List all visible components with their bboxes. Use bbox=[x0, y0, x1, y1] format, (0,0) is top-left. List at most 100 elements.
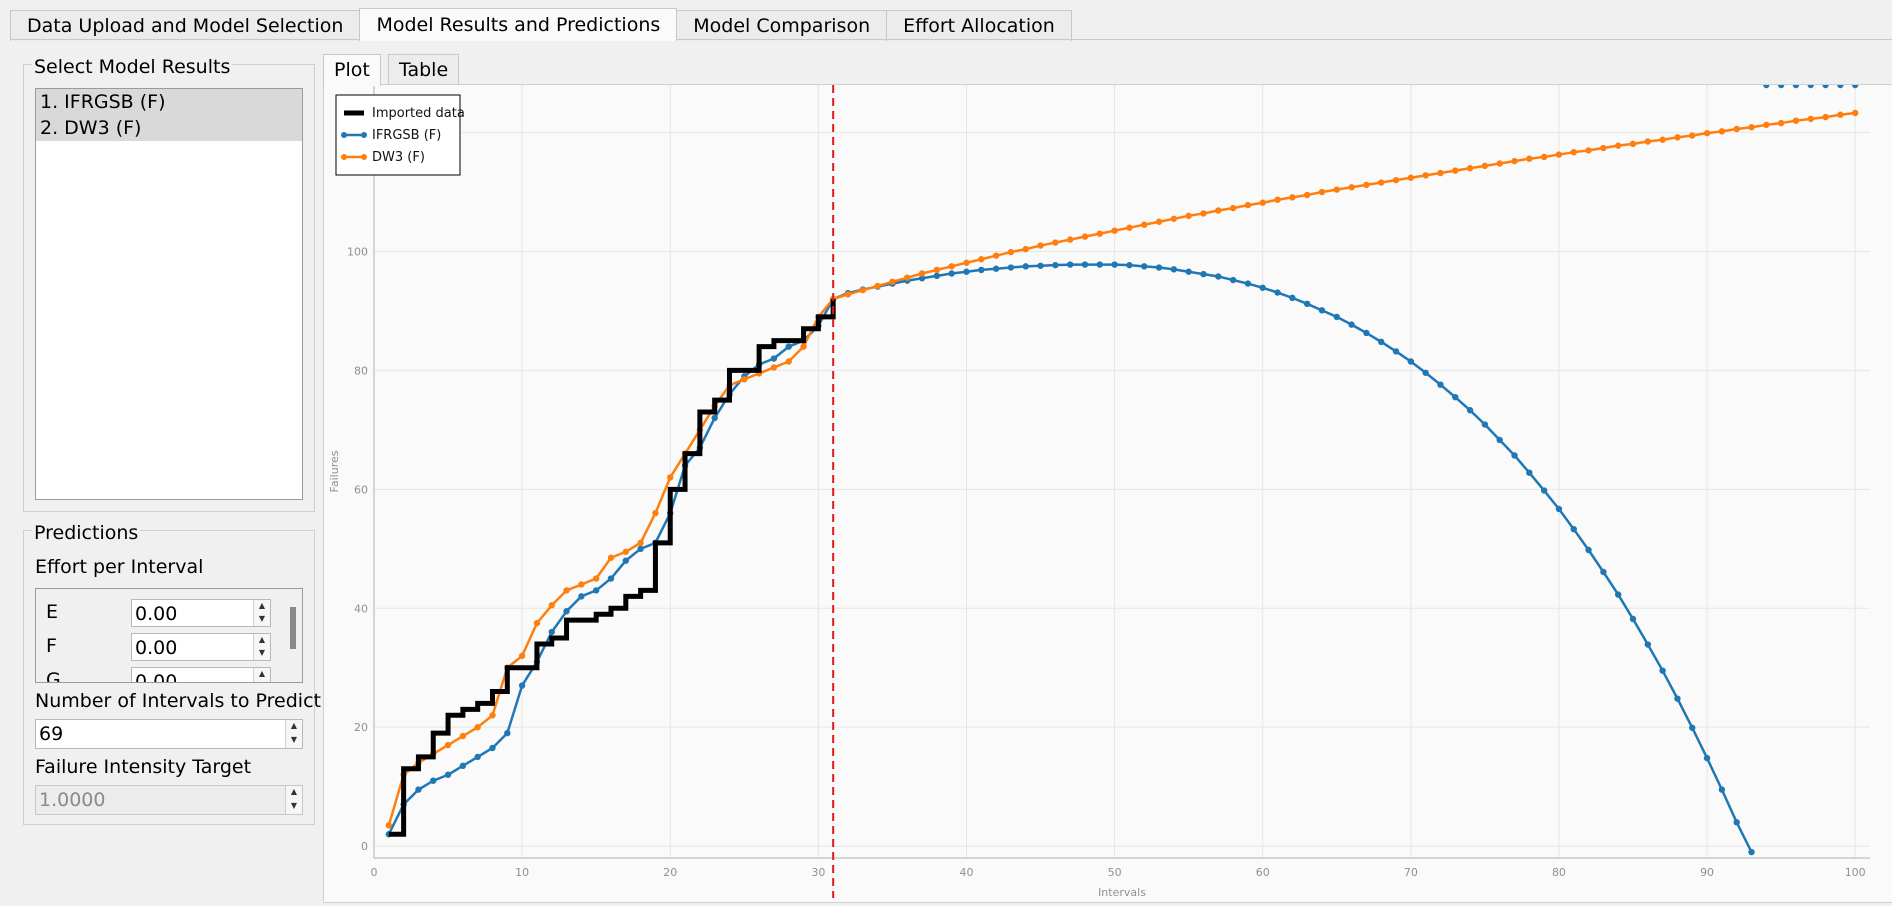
spin-down-icon[interactable]: ▼ bbox=[290, 735, 298, 744]
intervals-value: 69 bbox=[39, 723, 64, 745]
spin-down-icon[interactable]: ▼ bbox=[258, 614, 266, 623]
model-item-ifrgsb[interactable]: 1. IFRGSB (F) bbox=[36, 89, 302, 115]
data-point bbox=[1303, 300, 1311, 308]
data-point bbox=[459, 762, 467, 770]
data-point bbox=[1600, 144, 1607, 152]
data-point bbox=[563, 608, 570, 615]
subtab-plot[interactable]: Plot bbox=[323, 54, 381, 86]
intervals-to-predict-spinbox[interactable]: 69 ▲ ▼ bbox=[35, 719, 303, 749]
data-point bbox=[578, 581, 585, 588]
data-point bbox=[622, 557, 630, 564]
effort-row-e: E 0.00 ▲ ▼ bbox=[46, 599, 276, 627]
effort-f-spinbox[interactable]: 0.00 ▲ ▼ bbox=[131, 633, 271, 661]
data-point bbox=[1141, 263, 1148, 270]
tab-model-results[interactable]: Model Results and Predictions bbox=[359, 8, 678, 41]
model-item-dw3[interactable]: 2. DW3 (F) bbox=[36, 115, 302, 141]
legend-marker bbox=[341, 132, 347, 138]
data-point bbox=[563, 587, 570, 594]
spin-up-icon[interactable]: ▲ bbox=[258, 635, 266, 644]
data-point bbox=[1496, 436, 1503, 444]
data-point bbox=[637, 539, 644, 547]
data-point bbox=[1718, 128, 1726, 135]
data-point bbox=[1392, 176, 1400, 184]
data-point bbox=[652, 509, 659, 517]
tab-effort-allocation[interactable]: Effort Allocation bbox=[886, 10, 1072, 41]
data-point bbox=[1096, 230, 1103, 237]
data-point bbox=[1333, 313, 1340, 321]
effort-e-value: 0.00 bbox=[135, 603, 178, 625]
model-results-list[interactable]: 1. IFRGSB (F) 2. DW3 (F) bbox=[35, 88, 303, 500]
spin-down-icon[interactable]: ▼ bbox=[290, 801, 298, 810]
y-tick-label: 20 bbox=[354, 721, 368, 734]
data-point bbox=[518, 652, 526, 660]
data-point bbox=[1215, 207, 1222, 214]
data-point bbox=[1763, 81, 1770, 89]
spin-up-icon[interactable]: ▲ bbox=[258, 669, 266, 678]
data-point bbox=[1644, 138, 1652, 145]
data-point bbox=[785, 358, 792, 365]
data-point bbox=[1437, 169, 1444, 177]
effort-row-f: F 0.00 ▲ ▼ bbox=[46, 633, 276, 661]
spin-up-icon[interactable]: ▲ bbox=[258, 601, 266, 610]
data-point bbox=[1540, 487, 1548, 494]
data-point bbox=[1570, 525, 1577, 533]
data-point bbox=[1422, 172, 1429, 179]
data-point bbox=[1096, 261, 1103, 268]
data-point bbox=[1170, 215, 1178, 222]
failure-intensity-spinbox[interactable]: 1.0000 ▲ ▼ bbox=[35, 785, 303, 815]
y-tick-label: 40 bbox=[354, 602, 368, 615]
data-point bbox=[1777, 81, 1785, 89]
data-point bbox=[444, 771, 452, 778]
spin-up-icon[interactable]: ▲ bbox=[290, 787, 298, 796]
data-point bbox=[1392, 348, 1400, 355]
data-point bbox=[474, 723, 481, 731]
x-tick-label: 20 bbox=[663, 866, 677, 879]
y-tick-label: 60 bbox=[354, 483, 368, 496]
data-point bbox=[1155, 264, 1163, 271]
data-point bbox=[1229, 204, 1237, 212]
tab-model-comparison[interactable]: Model Comparison bbox=[676, 10, 888, 41]
effort-row-label: E bbox=[46, 601, 59, 623]
y-tick-label: 80 bbox=[354, 364, 368, 377]
data-point bbox=[978, 266, 985, 274]
data-point bbox=[1407, 174, 1415, 181]
spin-down-icon[interactable]: ▼ bbox=[258, 648, 266, 657]
data-point bbox=[1851, 81, 1859, 89]
effort-e-spinbox[interactable]: 0.00 ▲ ▼ bbox=[131, 599, 271, 627]
data-point bbox=[1540, 153, 1548, 161]
data-point bbox=[1244, 201, 1252, 209]
data-point bbox=[592, 575, 600, 582]
x-tick-label: 30 bbox=[811, 866, 825, 879]
spin-up-icon[interactable]: ▲ bbox=[290, 721, 298, 730]
data-point bbox=[1066, 261, 1074, 268]
data-point bbox=[489, 744, 496, 752]
predictions-title: Predictions bbox=[32, 522, 141, 544]
effort-g-spinbox[interactable]: 0.00 ▲ ▼ bbox=[131, 667, 271, 682]
data-point bbox=[1126, 261, 1133, 269]
data-point bbox=[859, 286, 866, 294]
data-point bbox=[1452, 167, 1459, 174]
data-point bbox=[1348, 321, 1355, 328]
spin-down-icon[interactable]: ▼ bbox=[254, 681, 270, 682]
data-point bbox=[430, 777, 437, 784]
x-tick-label: 0 bbox=[371, 866, 378, 879]
data-point bbox=[1555, 505, 1563, 513]
data-point bbox=[1822, 113, 1829, 121]
data-point bbox=[1437, 381, 1444, 388]
y-axis-label: Failures bbox=[328, 450, 341, 492]
tab-data-upload[interactable]: Data Upload and Model Selection bbox=[10, 10, 361, 41]
data-point bbox=[1466, 407, 1474, 414]
data-point bbox=[1659, 667, 1666, 674]
data-point bbox=[889, 278, 896, 286]
data-point bbox=[1807, 81, 1814, 89]
data-point bbox=[1777, 119, 1785, 127]
subtab-table[interactable]: Table bbox=[388, 54, 460, 85]
legend-label: Imported data bbox=[372, 106, 465, 121]
data-point bbox=[1200, 210, 1207, 217]
data-point bbox=[1274, 196, 1281, 203]
data-point bbox=[1733, 125, 1740, 133]
data-point bbox=[1763, 121, 1770, 129]
data-point bbox=[1555, 151, 1563, 158]
data-point bbox=[578, 593, 585, 600]
effort-scrollbar[interactable] bbox=[290, 607, 296, 649]
